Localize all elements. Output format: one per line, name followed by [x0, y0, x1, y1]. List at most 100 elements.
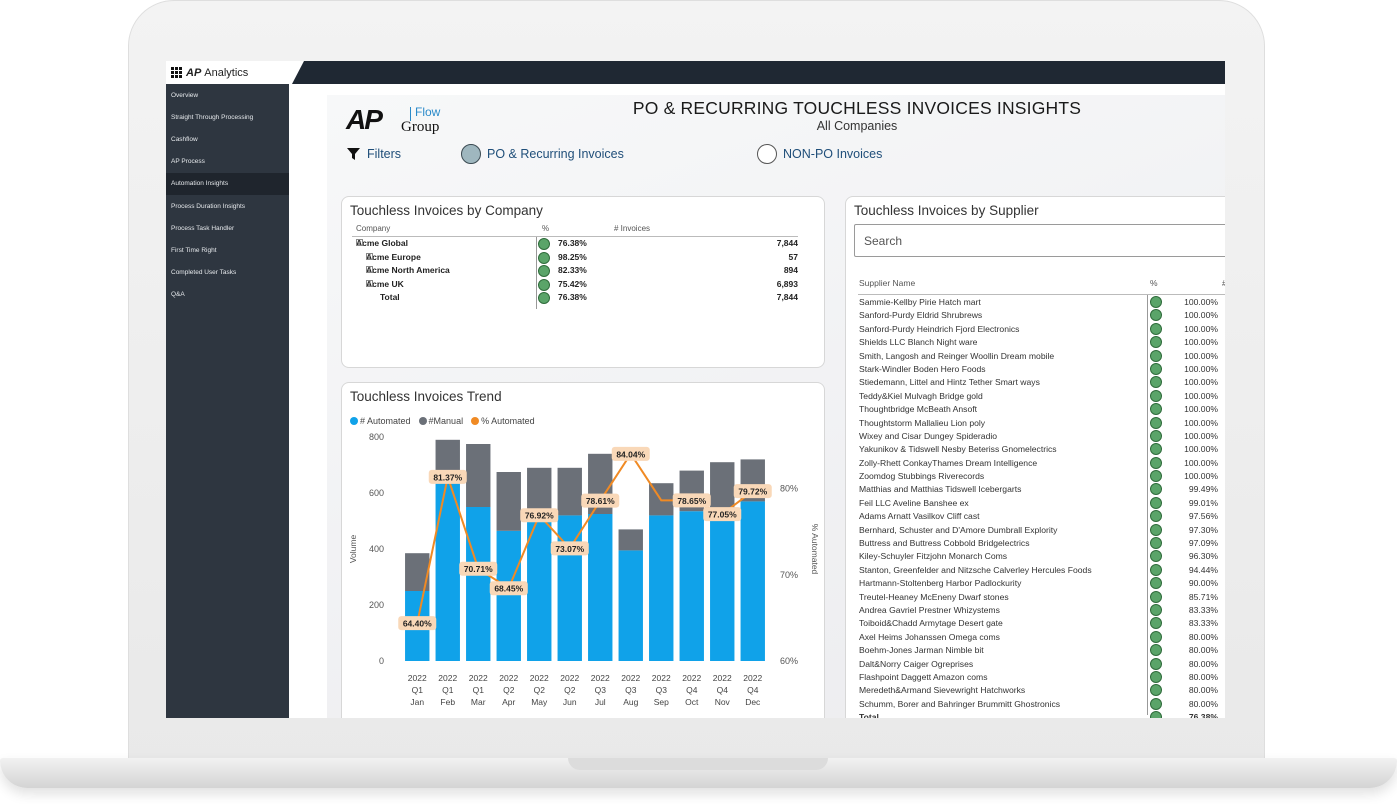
- col-supplier-name[interactable]: Supplier Name: [859, 278, 916, 288]
- sidebar-item-4[interactable]: Automation Insights: [166, 172, 289, 195]
- radio-unselected-icon: [757, 144, 777, 164]
- supplier-row[interactable]: Smith, Langosh and Reinger Woollin Dream…: [858, 349, 1225, 362]
- company-count: 7,844: [776, 238, 798, 248]
- sidebar-item-0[interactable]: Overview: [171, 91, 199, 99]
- collapse-icon[interactable]: −: [356, 239, 363, 246]
- supplier-row[interactable]: Kiley-Schuyler Fitzjohn Monarch Coms 96.3…: [858, 549, 1225, 563]
- supplier-row[interactable]: Andrea Gavriel Prestner Whizystems 83.33%: [858, 603, 1225, 616]
- company-name: Total: [380, 292, 400, 302]
- sidebar-item-8[interactable]: Completed User Tasks: [171, 269, 237, 277]
- sidebar-item-5[interactable]: Process Duration Insights: [171, 202, 246, 210]
- supplier-row[interactable]: Boehm-Jones Jarman Nimble bit 80.00%: [858, 643, 1225, 657]
- sidebar-item-3[interactable]: AP Process: [171, 158, 205, 166]
- supplier-row[interactable]: Bernhard, Schuster and D'Amore Dumbrall …: [858, 523, 1225, 536]
- status-dot-icon: [1150, 416, 1162, 429]
- trend-chart: 0 200 400 600 800 60% 70% 80% Volume % Automated 2…: [348, 432, 820, 707]
- supplier-row[interactable]: Sammie-Kellby Pirie Hatch mart 100.00%: [858, 295, 1225, 308]
- supplier-row[interactable]: Shields LLC Blanch Night ware 100.00%: [858, 335, 1225, 349]
- x-tick-label: Jul: [595, 697, 606, 707]
- supplier-row[interactable]: Yakunikov & Tidswell Nesby Beteriss Gnom…: [858, 442, 1225, 456]
- supplier-row[interactable]: Teddy&Kiel Mulvagh Bridge gold 100.00%: [858, 389, 1225, 402]
- supplier-row[interactable]: Hartmann-Stoltenberg Harbor Padlockurity…: [858, 576, 1225, 590]
- bar-automated: [557, 515, 582, 661]
- y2-tick-label: 80%: [780, 484, 798, 494]
- company-name: + Acme North America: [366, 265, 450, 275]
- col-company[interactable]: Company: [356, 224, 391, 233]
- supplier-row[interactable]: Sanford-Purdy Heindrich Fjord Electronic…: [858, 322, 1225, 335]
- supplier-row[interactable]: Flashpoint Daggett Amazon coms 80.00%: [858, 670, 1225, 683]
- supplier-row[interactable]: Sanford-Purdy Eldrid Shrubrews 100.00%: [858, 308, 1225, 322]
- sidebar-item-1[interactable]: Straight Through Processing: [171, 113, 254, 121]
- supplier-row[interactable]: Thoughtstorm Mallalieu Lion poly 100.00%: [858, 416, 1225, 429]
- x-tick-label: 2022: [499, 673, 518, 683]
- supplier-row[interactable]: Wixey and Cisar Dungey Spideradio 100.00%: [858, 429, 1225, 442]
- company-row[interactable]: + Acme Europe 98.25% 57: [352, 251, 798, 265]
- company-row[interactable]: − Acme Global 76.38% 7,844: [352, 237, 798, 251]
- funnel-icon: [347, 148, 360, 160]
- data-label: 70.71%: [464, 564, 493, 574]
- sidebar-item-7[interactable]: First Time Right: [171, 246, 217, 254]
- legend-item[interactable]: % Automated: [471, 416, 535, 426]
- supplier-row[interactable]: Zoomdog Stubbings Riverecords 100.00%: [858, 469, 1225, 483]
- supplier-search-input[interactable]: Search: [854, 224, 1225, 257]
- legend-item[interactable]: #Manual: [418, 416, 463, 426]
- bar-automated: [588, 514, 613, 661]
- supplier-row[interactable]: Meredeth&Armand Sievewright Hatchworks 80…: [858, 683, 1225, 697]
- expand-icon[interactable]: +: [366, 252, 373, 260]
- company-row[interactable]: + Acme North America 82.33% 894: [352, 264, 798, 278]
- data-label-bg: [581, 493, 620, 508]
- sidebar-item-6[interactable]: Process Task Handler: [171, 224, 235, 232]
- company-name: − Acme Global: [356, 238, 408, 248]
- supplier-row[interactable]: Thoughtbridge McBeath Ansoft 100.00%: [858, 402, 1225, 416]
- status-dot-icon: [538, 251, 550, 264]
- bar-automated: [435, 479, 460, 661]
- app-grid-icon[interactable]: [171, 67, 182, 78]
- supplier-row[interactable]: Dalt&Norry Caiger Ogreprises 80.00%: [858, 657, 1225, 670]
- company-row[interactable]: Total 76.38% 7,844: [352, 291, 798, 305]
- supplier-name: Kiley-Schuyler Fitzjohn Monarch Coms: [859, 551, 1008, 562]
- supplier-name: Boehm-Jones Jarman Nimble bit: [859, 645, 984, 656]
- company-name-text: Acme UK: [366, 278, 404, 289]
- supplier-pct: 94.44%: [1188, 564, 1218, 575]
- supplier-pct: 100.00%: [1184, 323, 1218, 334]
- supplier-row[interactable]: Axel Heims Johanssen Omega coms 80.00%: [858, 630, 1225, 643]
- supplier-row[interactable]: Buttress and Buttress Cobbold Bridgelect…: [858, 536, 1225, 550]
- app-brand[interactable]: AP Analytics: [166, 61, 304, 84]
- filters-button[interactable]: Filters: [347, 147, 401, 161]
- sidebar-item-2[interactable]: Cashflow: [171, 135, 198, 143]
- supplier-row[interactable]: Stark-Windler Boden Hero Foods 100.00%: [858, 362, 1225, 375]
- main-content: AP Flow Group PO & RECURRING TOUCHLESS I…: [327, 95, 1225, 718]
- col-supplier-count[interactable]: #: [1222, 278, 1225, 288]
- sidebar-item-9[interactable]: Q&A: [171, 291, 185, 299]
- supplier-row[interactable]: Stiedemann, Littel and Hintz Tether Smar…: [858, 375, 1225, 389]
- data-label-bg: [611, 446, 650, 461]
- supplier-row[interactable]: Toiboid&Chadd Armytage Desert gate 83.33%: [858, 616, 1225, 630]
- supplier-row[interactable]: Schumm, Borer and Bahringer Brummitt Gho…: [858, 697, 1225, 710]
- radio-po-recurring[interactable]: PO & Recurring Invoices: [461, 144, 624, 164]
- supplier-name: Zoomdog Stubbings Riverecords: [859, 471, 985, 482]
- supplier-row[interactable]: Feil LLC Aveline Banshee ex 99.01%: [858, 496, 1225, 509]
- bar-automated: [527, 519, 552, 661]
- supplier-row[interactable]: Matthias and Matthias Tidswell Icebergar…: [858, 482, 1225, 496]
- bar-manual: [618, 529, 643, 551]
- company-row[interactable]: + Acme UK 75.42% 6,893: [352, 278, 798, 292]
- supplier-row[interactable]: Treutel-Heaney McEneny Dwarf stones 85.71…: [858, 590, 1225, 603]
- col-supplier-pct[interactable]: %: [1150, 278, 1158, 288]
- supplier-row[interactable]: Zolly-Rhett ConkayThames Dream Intellige…: [858, 456, 1225, 469]
- status-dot-icon: [1150, 697, 1162, 710]
- radio-non-po[interactable]: NON-PO Invoices: [757, 144, 882, 164]
- expand-icon[interactable]: +: [366, 266, 373, 273]
- x-tick-label: Jan: [410, 697, 424, 707]
- expand-icon[interactable]: +: [366, 279, 373, 287]
- company-count: 894: [783, 265, 798, 275]
- col-invoices[interactable]: # Invoices: [614, 224, 651, 233]
- supplier-row[interactable]: Stanton, Greenfelder and Nitzsche Calver…: [858, 563, 1225, 576]
- supplier-name: Andrea Gavriel Prestner Whizystems: [859, 604, 1000, 615]
- supplier-total-row[interactable]: Total 76.38%: [858, 710, 1225, 718]
- supplier-row[interactable]: Adams Arnatt Vasilkov Cliff cast 97.56%: [858, 509, 1225, 523]
- status-dot-icon: [1150, 496, 1162, 509]
- col-pct[interactable]: %: [542, 224, 550, 233]
- supplier-pct: 100.00%: [1184, 297, 1218, 307]
- x-tick-label: 2022: [530, 673, 549, 683]
- legend-item[interactable]: # Automated: [350, 416, 411, 426]
